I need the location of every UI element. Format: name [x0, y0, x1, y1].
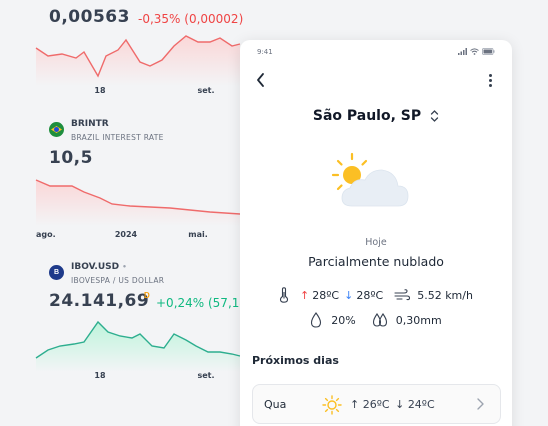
- forecast-high: 26ºC: [362, 398, 390, 411]
- drop-icon: [311, 312, 322, 328]
- today-label: Hoje: [365, 237, 387, 248]
- brintr-value: 10,5: [49, 148, 93, 168]
- ibov-tick-2: set.: [197, 371, 215, 380]
- chevron-up-down-icon: [430, 110, 439, 122]
- city-name: São Paulo, SP: [312, 108, 422, 124]
- arrow-down-icon: ↓: [395, 398, 405, 411]
- forecast-day: Qua: [264, 398, 287, 411]
- brintr-tick-1: ago.: [36, 230, 56, 239]
- drops-icon: [372, 313, 387, 327]
- more-dot-icon: [488, 74, 492, 77]
- partly-cloudy-icon: [331, 152, 409, 207]
- arrow-down-icon: ↓: [344, 288, 354, 302]
- forecast-temps: ↑ 26ºC ↓ 24ºC: [350, 398, 435, 411]
- brintr-chart: [35, 179, 241, 226]
- temp-high: 28ºC: [312, 288, 340, 302]
- temp-low: 28ºC: [356, 288, 384, 302]
- battery-icon: [482, 48, 495, 55]
- chevron-left-icon: [257, 73, 264, 87]
- more-dot-icon: [488, 84, 492, 87]
- more-dot-icon: [488, 79, 492, 82]
- forecast-low: 24ºC: [407, 398, 435, 411]
- rain-chance: 20%: [331, 313, 356, 327]
- brazil-flag-icon: [49, 122, 64, 137]
- ibov-subtitle: IBOVESPA / US DOLLAR: [71, 276, 165, 285]
- chevron-right-icon: [477, 398, 484, 410]
- top-value: 0,00563: [49, 7, 130, 27]
- forecast-row[interactable]: Qua ↑ 26ºC ↓ 24ºC: [252, 384, 501, 424]
- status-time: 9:41: [257, 48, 273, 56]
- stats-row-temperature-wind: ↑ 28ºC ↓ 28ºC 5.52 km/h: [240, 287, 512, 303]
- condition-text: Parcialmente nublado: [308, 254, 444, 269]
- weather-card: 9:41 São Paulo, SP Hoje Parcialmente nub…: [240, 40, 512, 426]
- arrow-up-icon: ↑: [300, 288, 310, 302]
- more-options-button[interactable]: [487, 74, 493, 90]
- brintr-tick-2: 2024: [114, 230, 138, 239]
- thermometer-icon: [279, 287, 289, 303]
- wind-speed: 5.52 km/h: [417, 288, 473, 302]
- stats-row-rain: 20% 0,30mm: [240, 312, 512, 328]
- top-tick-2: set.: [197, 86, 215, 95]
- ibov-icon: B: [49, 265, 64, 280]
- top-change: -0,35% (0,00002): [138, 12, 244, 26]
- arrow-up-icon: ↑: [350, 398, 360, 411]
- city-selector[interactable]: São Paulo, SP: [240, 108, 512, 124]
- wifi-icon: [470, 48, 479, 55]
- ibov-value-flag: D: [144, 291, 150, 300]
- sun-icon: [322, 395, 342, 415]
- ibov-change: +0,24% (57,14): [156, 296, 252, 310]
- ibov-chart: [35, 320, 241, 372]
- precipitation: 0,30mm: [395, 313, 442, 327]
- status-icons: [458, 48, 495, 55]
- brintr-tick-3: mai.: [188, 230, 208, 239]
- brintr-ticker: BRINTR: [71, 119, 109, 129]
- brintr-subtitle: BRAZIL INTEREST RATE: [71, 133, 164, 142]
- top-tick-1: 18: [94, 86, 106, 95]
- ibov-tick-1: 18: [94, 371, 106, 380]
- top-chart: [35, 35, 241, 86]
- ibov-ticker: IBOV.USD •: [71, 262, 127, 272]
- back-button[interactable]: [253, 70, 269, 90]
- ibov-value: 24.141,69: [49, 291, 150, 311]
- signal-icon: [458, 48, 467, 55]
- next-days-title: Próximos dias: [252, 354, 339, 367]
- wind-icon: [394, 289, 411, 301]
